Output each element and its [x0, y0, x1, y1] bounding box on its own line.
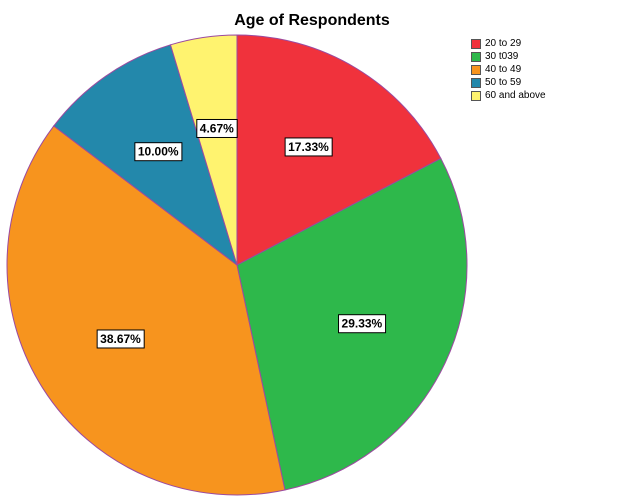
slice-value-box-5	[196, 118, 238, 138]
legend-item-3: 40 to 49	[471, 63, 546, 76]
legend-swatch	[471, 51, 481, 62]
slice-value-box-1	[284, 137, 333, 157]
legend-swatch	[471, 38, 481, 49]
legend-label: 30 t039	[485, 51, 519, 62]
legend-swatch	[471, 64, 481, 75]
legend-item-1: 20 to 29	[471, 37, 546, 50]
slice-value-label-4: 10.00%	[134, 142, 183, 162]
slice-value-label-3: 38.67%	[96, 329, 145, 349]
legend-item-2: 30 t039	[471, 50, 546, 63]
legend-label: 40 to 49	[485, 64, 522, 75]
legend-swatch	[471, 90, 481, 101]
slice-value-label-5: 4.67%	[196, 118, 238, 138]
legend-item-5: 60 and above	[471, 89, 546, 102]
legend-swatch	[471, 77, 481, 88]
slice-value-text-4: 10.00%	[138, 145, 179, 159]
chart-title: Age of Respondents	[234, 12, 390, 29]
slice-value-text-2: 29.33%	[342, 317, 383, 331]
slice-value-box-4	[134, 142, 183, 162]
legend-label: 50 to 59	[485, 77, 522, 88]
legend-label: 60 and above	[485, 90, 546, 101]
legend-item-4: 50 to 59	[471, 76, 546, 89]
legend-label: 20 to 29	[485, 38, 522, 49]
slice-value-box-3	[96, 329, 145, 349]
slice-value-box-2	[338, 314, 387, 334]
pie-slice-3	[6, 125, 286, 496]
slice-value-label-1: 17.33%	[284, 137, 333, 157]
slice-value-text-5: 4.67%	[200, 121, 234, 135]
slice-value-text-3: 38.67%	[100, 332, 141, 346]
slice-value-text-1: 17.33%	[288, 140, 329, 154]
pie-slice-1	[236, 34, 442, 266]
legend: 20 to 29 30 t039 40 to 49 50 to 59 60 and ab…	[471, 37, 546, 102]
pie-slice-5	[169, 34, 238, 266]
slice-value-label-2: 29.33%	[338, 314, 387, 334]
